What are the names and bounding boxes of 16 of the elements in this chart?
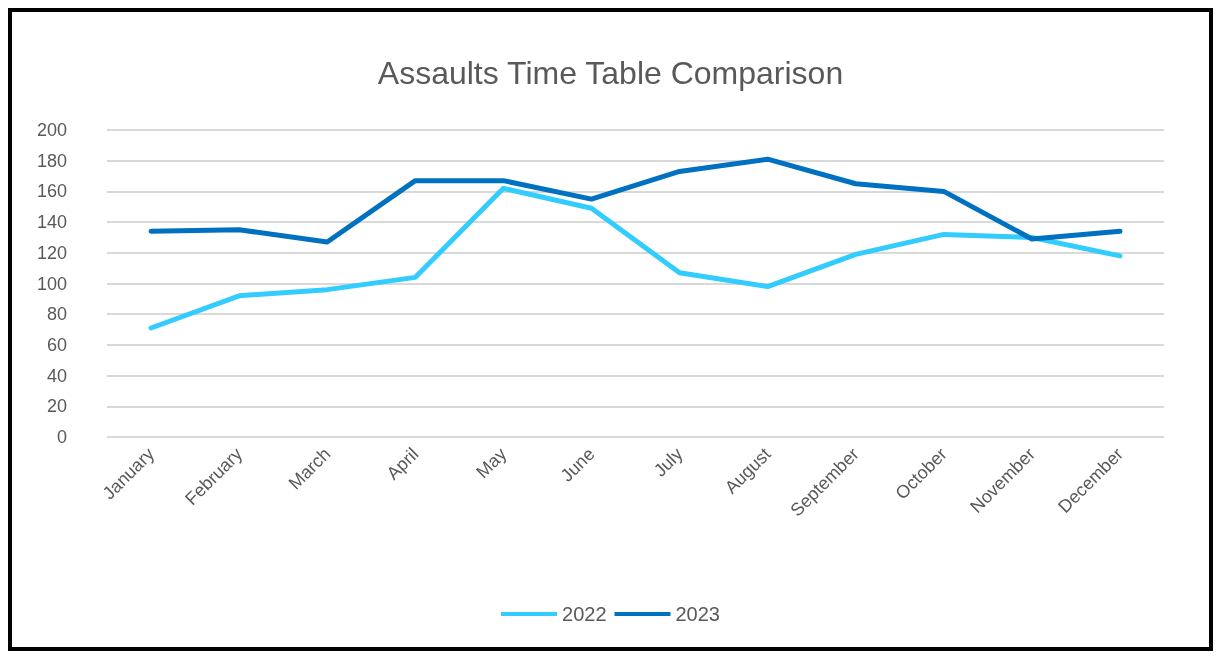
y-tick-label: 80 — [46, 304, 67, 325]
x-tick-label: May — [472, 443, 511, 483]
y-tick-label: 180 — [36, 150, 67, 171]
legend-label: 2023 — [675, 603, 720, 625]
y-tick-label: 160 — [36, 181, 67, 202]
y-tick-label: 140 — [36, 212, 67, 233]
y-tick-label: 120 — [36, 242, 67, 263]
x-tick-label: July — [649, 443, 687, 481]
y-tick-label: 20 — [46, 396, 67, 417]
y-tick-label: 100 — [36, 273, 67, 294]
y-tick-label: 40 — [46, 365, 67, 386]
chart-title: Assaults Time Table Comparison — [377, 55, 844, 91]
y-tick-label: 0 — [56, 427, 67, 447]
legend-label: 2022 — [562, 603, 607, 625]
y-tick-label: 60 — [46, 334, 67, 355]
y-tick-label: 200 — [36, 120, 67, 140]
